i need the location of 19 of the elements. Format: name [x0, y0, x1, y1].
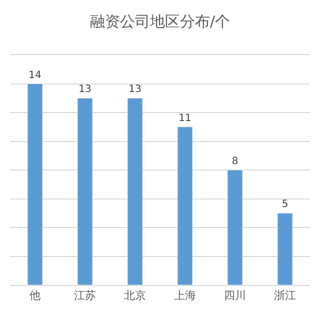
- bar: [227, 170, 243, 285]
- bar: [127, 98, 143, 285]
- x-tick-label: 他: [30, 289, 40, 302]
- bar: [27, 84, 43, 285]
- data-label: 11: [178, 112, 192, 124]
- bar: [77, 98, 93, 285]
- x-tick-label: 江苏: [74, 289, 96, 302]
- data-label: 14: [28, 70, 42, 81]
- x-tick-label: 北京: [124, 289, 146, 302]
- x-tick-label: 浙江: [274, 289, 296, 302]
- x-tick-label: 上海: [174, 289, 196, 302]
- x-tick-label: 四川: [224, 289, 246, 302]
- data-label: 13: [78, 84, 92, 96]
- data-label: 13: [128, 84, 142, 96]
- data-label: 5: [282, 199, 288, 210]
- bar: [177, 126, 193, 285]
- data-label: 8: [232, 156, 238, 167]
- bar: [277, 212, 293, 285]
- chart-title: 融资公司地区分布/个: [90, 12, 230, 30]
